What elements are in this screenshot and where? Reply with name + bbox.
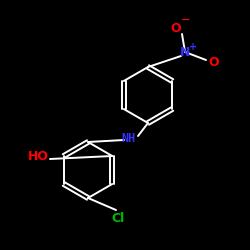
Text: −: − [181,15,191,25]
Text: O: O [209,56,219,68]
Text: +: + [189,42,197,52]
Text: NH: NH [121,132,135,144]
Text: O: O [171,22,181,35]
Text: N: N [180,46,190,59]
Text: Cl: Cl [112,212,124,224]
Text: HO: HO [28,150,48,164]
